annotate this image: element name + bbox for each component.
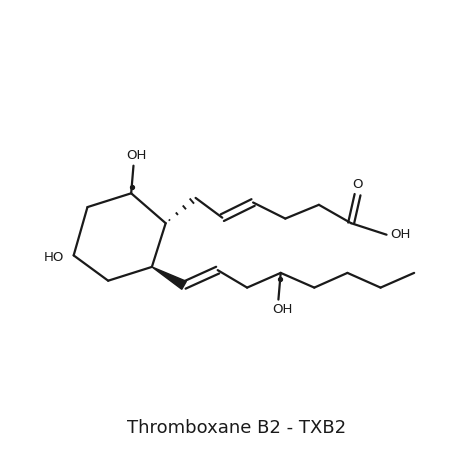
Polygon shape bbox=[152, 267, 186, 289]
Text: OH: OH bbox=[127, 149, 147, 162]
Text: OH: OH bbox=[390, 228, 410, 241]
Text: OH: OH bbox=[272, 303, 292, 316]
Text: HO: HO bbox=[44, 251, 64, 264]
Text: O: O bbox=[352, 178, 363, 191]
Text: Thromboxane B2 - TXB2: Thromboxane B2 - TXB2 bbox=[128, 419, 346, 437]
